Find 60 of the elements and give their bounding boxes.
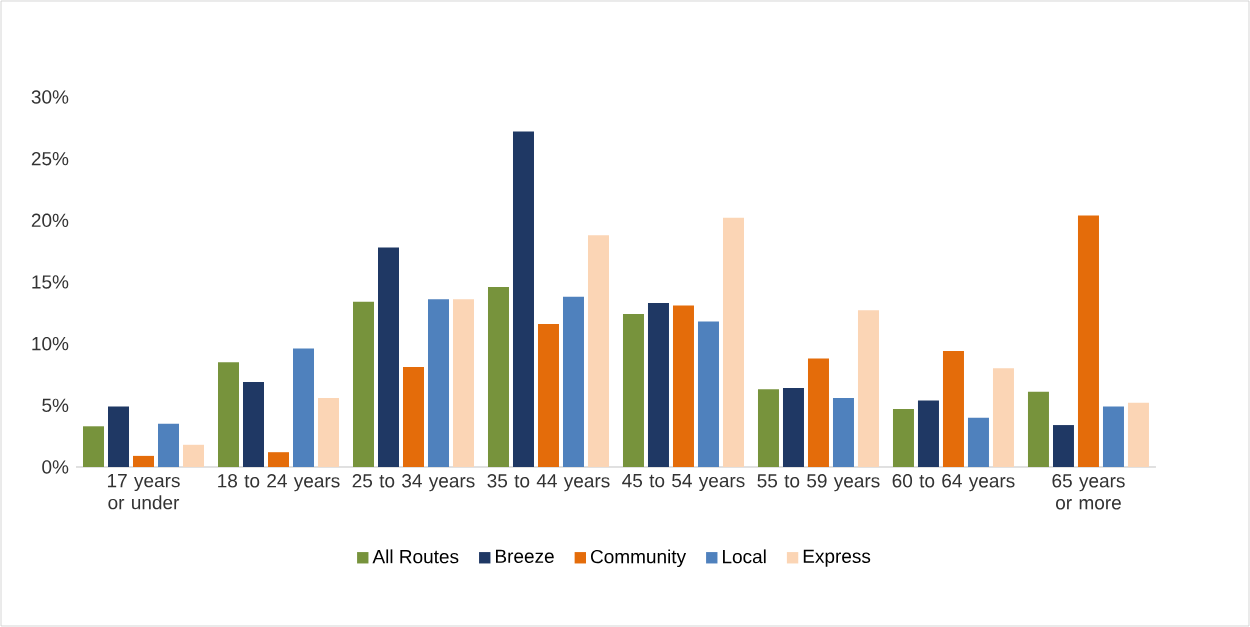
bar [1102, 406, 1124, 467]
x-tick-label: 18 to 24 years [218, 474, 340, 492]
bar [453, 299, 474, 467]
legend-label: All Routes [372, 549, 459, 564]
y-tick-label: 5% [42, 398, 69, 413]
bar [1027, 391, 1049, 467]
x-tick-label: 65 years or more [1052, 474, 1125, 510]
bar [1127, 402, 1149, 467]
bar [832, 397, 854, 467]
x-tick-label: 45 to 54 years [622, 474, 745, 492]
bar [1077, 215, 1099, 467]
bar [83, 426, 105, 467]
y-tick-label: 25% [31, 151, 69, 166]
bar [353, 301, 374, 467]
bar [218, 362, 239, 467]
legend-label: Local [723, 549, 766, 564]
x-tick-label: 60 to 64 years [892, 474, 1015, 492]
x-tick-label: 55 to 59 years [757, 474, 880, 492]
bar [512, 131, 534, 467]
bar [133, 455, 155, 467]
bar [378, 247, 399, 467]
bar [587, 235, 609, 467]
bar [992, 368, 1014, 467]
bar [268, 452, 289, 467]
x-tick-label: 35 to 44 years [487, 474, 610, 492]
y-tick-label: 30% [31, 90, 69, 104]
bar [782, 388, 804, 467]
legend-label: Express [803, 549, 871, 567]
bar [108, 406, 130, 467]
bar [293, 348, 315, 467]
legend-label: Community [590, 549, 687, 568]
bar [537, 323, 559, 467]
bar [318, 397, 339, 467]
bar [562, 296, 584, 467]
bar [647, 302, 669, 467]
bar [917, 400, 939, 467]
bar [428, 299, 449, 467]
bar [722, 217, 744, 467]
x-tick-label: 17 years or under [107, 474, 180, 510]
bar [942, 351, 964, 467]
bar [807, 358, 829, 467]
y-tick-label: 15% [32, 275, 69, 289]
y-tick-label: 0% [42, 460, 69, 474]
bar [243, 381, 264, 467]
bar [892, 409, 914, 467]
bar [757, 389, 779, 467]
bar [1052, 425, 1074, 467]
bar [697, 321, 719, 467]
bar [487, 286, 509, 467]
bar [158, 423, 179, 467]
bar [622, 314, 644, 467]
bar [857, 310, 879, 467]
bar [183, 444, 204, 467]
y-tick-label: 20% [31, 213, 69, 228]
legend-label: Breeze [496, 549, 554, 563]
y-tick-label: 10% [32, 336, 69, 351]
bar [672, 305, 694, 467]
x-tick-label: 25 to 34 years [352, 474, 475, 492]
bar [403, 367, 424, 467]
bar [967, 417, 989, 467]
